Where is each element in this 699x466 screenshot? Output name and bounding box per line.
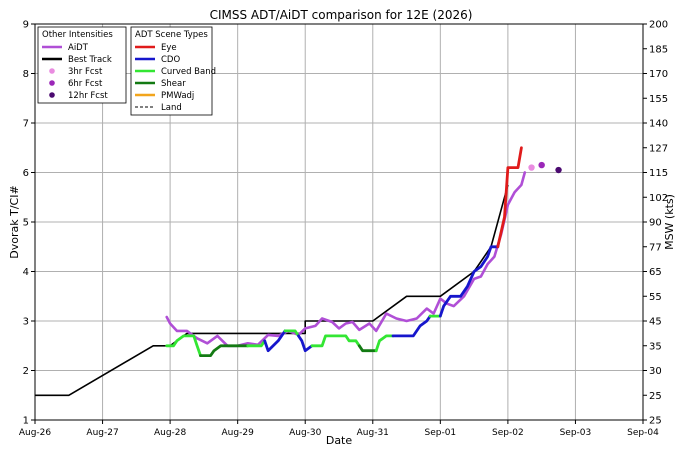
adt-segment-cdo — [297, 334, 314, 353]
y-tick-label: 1 — [23, 416, 29, 427]
y2-tick-label: 140 — [649, 119, 668, 130]
forecast-point-3hr-fcst — [528, 164, 535, 171]
aidt-line — [165, 171, 527, 348]
legend-adt-scene-types: ADT Scene Types Eye CDO Curved Band Shear PMW… — [130, 26, 216, 116]
adt-segment-cdo — [391, 314, 432, 338]
adt-segment-curved-band — [246, 339, 267, 348]
x-tick-label: Sep-03 — [560, 428, 592, 438]
y-tick-label: 7 — [23, 119, 29, 130]
y2-tick-label: 155 — [649, 94, 668, 105]
y-tick-label: 8 — [23, 69, 29, 80]
y2-tick-label: 77 — [649, 242, 662, 253]
x-tick-label: Aug-29 — [222, 428, 255, 438]
legend-label: Eye — [161, 43, 177, 53]
legend-box — [37, 26, 127, 104]
x-axis-label: Date — [326, 434, 353, 447]
adt-segment-cdo — [263, 329, 287, 353]
y2-tick-label: 102 — [649, 193, 668, 204]
x-tick-label: Aug-28 — [154, 428, 187, 438]
adt-segment-shear — [199, 344, 250, 358]
legend-label: Curved Band — [161, 67, 216, 77]
x-tick-label: Aug-26 — [19, 428, 52, 438]
y2-tick-label: 25 — [649, 416, 662, 427]
legend-marker — [49, 92, 55, 98]
y-axis-left: 1 2 3 4 5 6 7 8 9 — [23, 20, 35, 427]
legend-label: PMWadj — [161, 91, 194, 101]
x-tick-label: Aug-27 — [86, 428, 118, 438]
y-tick-label: 4 — [23, 267, 29, 278]
y-tick-label: 3 — [23, 317, 29, 328]
y2-tick-label: 25 — [649, 391, 662, 402]
y-axis-right: 25 25 30 35 45 55 65 77 90 102 115 127 140 155 170 185 2… — [643, 20, 668, 427]
y-axis-label-left: Dvorak T/CI# — [8, 185, 21, 258]
x-tick-label: Aug-30 — [289, 428, 322, 438]
best-track-line — [35, 184, 509, 397]
x-tick-label: Sep-04 — [627, 428, 659, 438]
legend-label: 6hr Fcst — [68, 79, 103, 89]
y2-tick-label: 170 — [649, 69, 668, 80]
x-axis: Aug-26 Aug-27 Aug-28 Aug-29 Aug-30 Aug-31 Sep-… — [19, 420, 659, 438]
chart-title: CIMSS ADT/AiDT comparison for 12E (2026) — [210, 8, 473, 22]
y2-tick-label: 35 — [649, 341, 662, 352]
y2-tick-label: 45 — [649, 317, 662, 328]
legends: Other Intensities AiDT Best Track 3hr Fcst 6… — [37, 26, 216, 116]
x-tick-label: Sep-02 — [492, 428, 524, 438]
adt-segment-curved-band — [165, 334, 202, 358]
forecast-point-12hr-fcst — [555, 166, 562, 174]
x-tick-label: Aug-31 — [357, 428, 389, 438]
series-layer — [35, 146, 562, 397]
legend-marker — [49, 68, 55, 74]
adt-segment-curved-band — [283, 329, 300, 338]
y2-tick-label: 200 — [649, 20, 668, 31]
y-tick-label: 6 — [23, 168, 29, 179]
y2-tick-label: 65 — [649, 267, 662, 278]
y2-tick-label: 90 — [649, 218, 662, 229]
legend-label: Shear — [161, 79, 186, 89]
legend-marker — [49, 80, 55, 86]
y2-tick-label: 30 — [649, 366, 662, 377]
y-axis-label-right: MSW (kts) — [663, 194, 676, 250]
legend-title: ADT Scene Types — [135, 30, 208, 40]
y2-tick-label: 127 — [649, 143, 668, 154]
y-tick-label: 2 — [23, 366, 29, 377]
legend-label: Land — [161, 103, 182, 113]
adt-segment-curved-band — [310, 334, 361, 348]
legend-label: AiDT — [68, 43, 89, 53]
y2-tick-label: 115 — [649, 168, 668, 179]
y2-tick-label: 185 — [649, 44, 668, 55]
adt-segment-curved-band — [374, 334, 395, 353]
forecast-point-6hr-fcst — [538, 161, 545, 169]
y-tick-label: 5 — [23, 218, 29, 229]
adt-segment-shear — [357, 344, 378, 353]
legend-title: Other Intensities — [42, 30, 113, 40]
legend-label: Best Track — [68, 55, 112, 65]
legend-other-intensities: Other Intensities AiDT Best Track 3hr Fcst 6… — [37, 26, 127, 104]
adt-segment-eye — [496, 146, 523, 249]
legend-label: 12hr Fcst — [68, 91, 108, 101]
x-tick-label: Sep-01 — [424, 428, 456, 438]
legend-label: 3hr Fcst — [68, 67, 103, 77]
y-tick-label: 9 — [23, 20, 29, 31]
y2-tick-label: 55 — [649, 292, 662, 303]
legend-label: CDO — [161, 55, 180, 65]
adt-segment-cdo — [438, 245, 500, 318]
